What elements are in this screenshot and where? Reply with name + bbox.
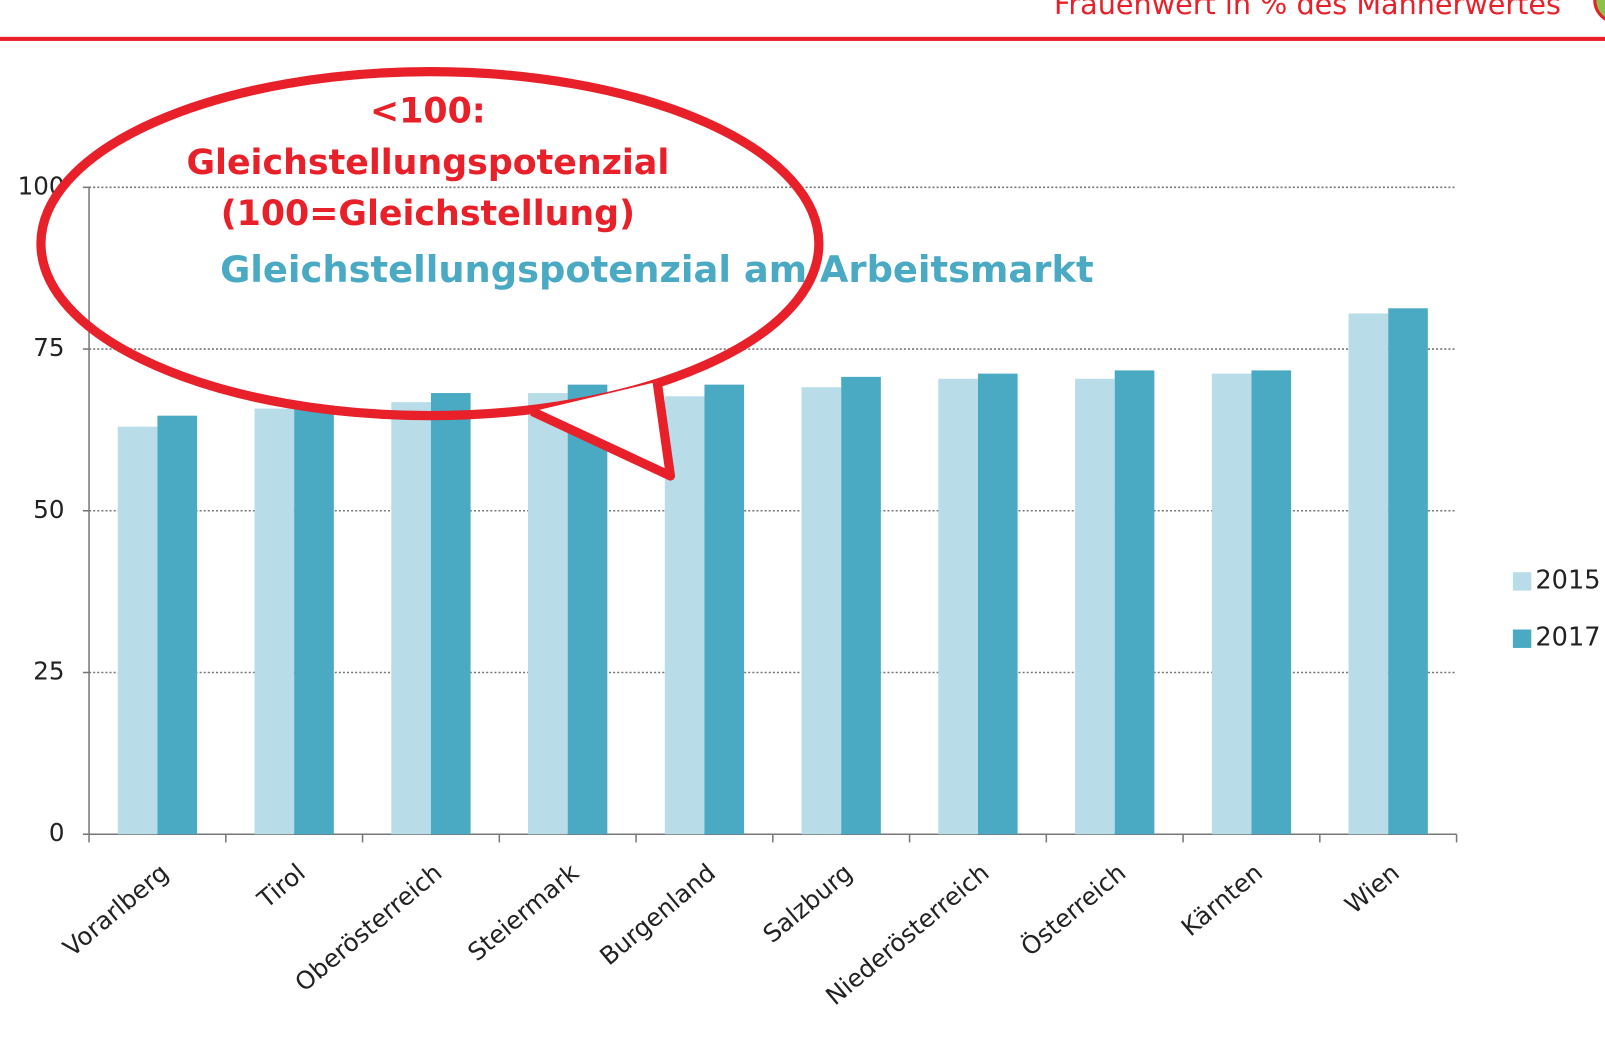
annotation-text: Gleichstellungspotenzial [186, 143, 669, 183]
x-tick-label: Wien [1339, 858, 1405, 920]
bar [1388, 308, 1428, 835]
x-tick-label: Steiermark [462, 857, 585, 967]
chart-body: Frauenwert in % des Männerwertes 0 25 50 75… [0, 0, 1605, 1011]
x-tick-label: Kärnten [1176, 858, 1268, 942]
bar [841, 376, 881, 835]
callout-tail [530, 381, 676, 481]
bar [801, 387, 842, 835]
bar [528, 393, 568, 835]
x-tick-label: Oberösterreich [289, 858, 447, 997]
bar [391, 402, 431, 835]
bar [1075, 378, 1115, 835]
bar [1348, 313, 1389, 835]
bar [1114, 370, 1155, 835]
bar [430, 393, 471, 835]
y-tick-label: 75 [33, 333, 64, 362]
legend-swatch [1512, 572, 1532, 591]
bar [977, 373, 1018, 835]
bar [254, 408, 295, 835]
bar [117, 426, 158, 835]
header-rule [0, 36, 1605, 41]
header-subtitle: Frauenwert in % des Männerwertes [1054, 0, 1561, 21]
bar [704, 384, 745, 835]
annotation-text: (100=Gleichstellung) [221, 194, 635, 234]
x-tick-label: Salzburg [757, 858, 857, 949]
legend-label: 2015 [1535, 565, 1600, 595]
x-tick-label: Tirol [251, 858, 311, 915]
legend-swatch [1512, 629, 1532, 648]
logo [1593, 0, 1605, 21]
x-tick-label: Vorarlberg [57, 858, 174, 962]
bar [938, 378, 978, 835]
bar [1251, 370, 1292, 835]
bar [294, 405, 334, 835]
y-tick-label: 50 [33, 495, 64, 524]
bar [567, 384, 608, 835]
y-tick-label: 0 [49, 818, 65, 847]
bar [157, 415, 198, 835]
callout-bubble [36, 67, 824, 421]
x-tick-label: Österreich [1015, 858, 1131, 962]
y-tick-label: 25 [33, 657, 64, 686]
chart-title: Gleichstellungspotenzial am Arbeitsmarkt [220, 248, 1093, 291]
x-tick-label: Burgenland [594, 858, 721, 971]
legend-label: 2017 [1535, 623, 1600, 653]
annotation-text: <100: [370, 92, 486, 132]
bar [1211, 373, 1252, 835]
